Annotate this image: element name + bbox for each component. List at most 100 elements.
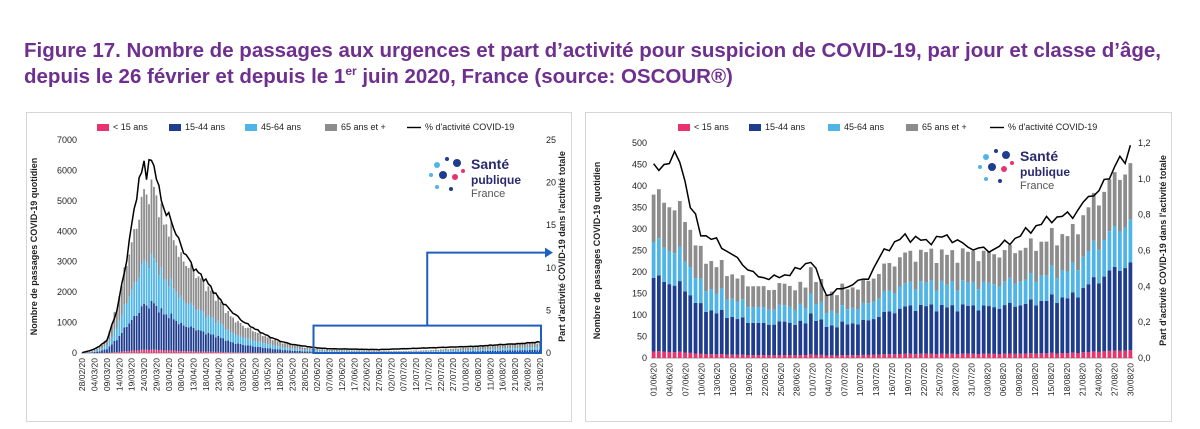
y-axis-label: Nombre de passages COVID-19 quotidien [592, 162, 602, 340]
bar-45-64 [422, 351, 425, 353]
bar-45-64 [227, 329, 230, 341]
bar-65-plus [358, 350, 361, 352]
bar-65-plus [209, 290, 212, 318]
bar-15-44 [850, 323, 855, 356]
logo-dot [1001, 166, 1007, 172]
bar-45-64 [108, 340, 111, 347]
bar-under-15 [1091, 351, 1096, 358]
bar-15-44 [814, 320, 818, 355]
bar-65-plus [158, 217, 160, 276]
bar-45-64 [363, 351, 366, 353]
bar-under-15 [219, 351, 222, 353]
bar-45-64 [850, 307, 855, 324]
bar-15-44 [1023, 304, 1028, 354]
bar-65-plus [651, 194, 656, 242]
bar-15-44 [298, 351, 301, 353]
bar-45-64 [432, 351, 435, 353]
bar-45-64 [772, 309, 776, 325]
bar-under-15 [239, 352, 242, 353]
bar-45-64 [725, 299, 729, 318]
bar-65-plus [845, 289, 850, 310]
bar-45-64 [281, 347, 284, 351]
bar-15-44 [182, 325, 185, 352]
bar-65-plus [182, 261, 185, 301]
bar-45-64 [202, 311, 205, 332]
bar-45-64 [219, 323, 222, 338]
x-tick-label: 24/08/20 [1094, 363, 1104, 396]
bar-65-plus [945, 254, 949, 285]
bar-65-plus [261, 336, 264, 344]
x-tick-label: 19/06/20 [744, 363, 754, 396]
bar-15-44 [656, 275, 661, 352]
legend-swatch [828, 124, 840, 131]
bar-15-44 [111, 344, 113, 353]
bar-45-64 [531, 347, 534, 350]
bar-15-44 [677, 281, 682, 352]
bar-15-44 [766, 324, 771, 356]
bar-under-15 [1107, 350, 1112, 358]
bar-65-plus [477, 347, 479, 350]
bar-65-plus [850, 287, 855, 308]
bar-65-plus [420, 350, 422, 352]
bar-65-plus [1013, 253, 1017, 284]
bar-under-15 [202, 351, 205, 353]
bar-under-15 [1086, 351, 1091, 358]
bar-15-44 [950, 305, 955, 354]
x-tick-label: 23/04/20 [213, 358, 223, 391]
bar-15-44 [746, 322, 750, 356]
x-tick-label: 03/08/20 [982, 363, 992, 396]
bar-65-plus [479, 346, 482, 350]
bar-under-15 [200, 351, 202, 353]
bar-65-plus [521, 343, 524, 348]
bar-65-plus [735, 278, 740, 302]
bar-15-44 [861, 319, 866, 355]
bar-15-44 [197, 330, 200, 352]
bar-45-64 [871, 301, 876, 320]
bar-45-64 [336, 351, 338, 353]
pct-activity-line [653, 145, 1132, 297]
bar-65-plus [115, 310, 118, 329]
bar-under-15 [929, 353, 934, 358]
bar-65-plus [318, 349, 321, 351]
bar-45-64 [939, 280, 944, 305]
bar-under-15 [892, 354, 897, 358]
bar-65-plus [719, 260, 724, 289]
bar-15-44 [212, 334, 215, 352]
bar-45-64 [103, 346, 106, 350]
bar-under-15 [205, 351, 207, 353]
bar-15-44 [533, 349, 536, 353]
bar-under-15 [158, 350, 160, 353]
bar-under-15 [835, 355, 839, 358]
bar-under-15 [992, 353, 997, 358]
x-tick-label: 07/06/20 [680, 363, 690, 396]
bar-under-15 [808, 354, 813, 358]
bar-45-64 [501, 348, 504, 351]
bar-15-44 [130, 319, 133, 351]
bar-15-44 [214, 337, 217, 352]
x-tick-label: 31/07/20 [966, 363, 976, 396]
bar-65-plus [509, 344, 511, 349]
x-tick-label: 24/03/20 [139, 358, 149, 391]
bar-45-64 [1039, 275, 1044, 302]
bar-15-44 [1039, 301, 1044, 354]
bar-45-64 [266, 344, 269, 349]
bar-65-plus [840, 283, 845, 306]
bar-15-44 [266, 348, 269, 353]
bar-45-64 [1118, 231, 1122, 271]
bar-65-plus [871, 278, 876, 302]
bar-15-44 [882, 311, 887, 355]
bar-15-44 [234, 343, 237, 353]
bar-65-plus [766, 290, 771, 310]
bar-45-64 [303, 349, 306, 352]
bar-45-64 [96, 350, 98, 352]
bar-65-plus [829, 291, 834, 311]
bar-65-plus [160, 203, 163, 268]
bar-65-plus [677, 201, 682, 247]
bar-65-plus [656, 189, 661, 239]
bar-45-64 [291, 348, 294, 351]
bar-15-44 [516, 350, 519, 353]
y-tick-label: 0 [72, 348, 77, 358]
bar-65-plus [195, 278, 197, 311]
x-tick-label: 04/06/20 [665, 363, 675, 396]
bar-65-plus [992, 254, 997, 285]
